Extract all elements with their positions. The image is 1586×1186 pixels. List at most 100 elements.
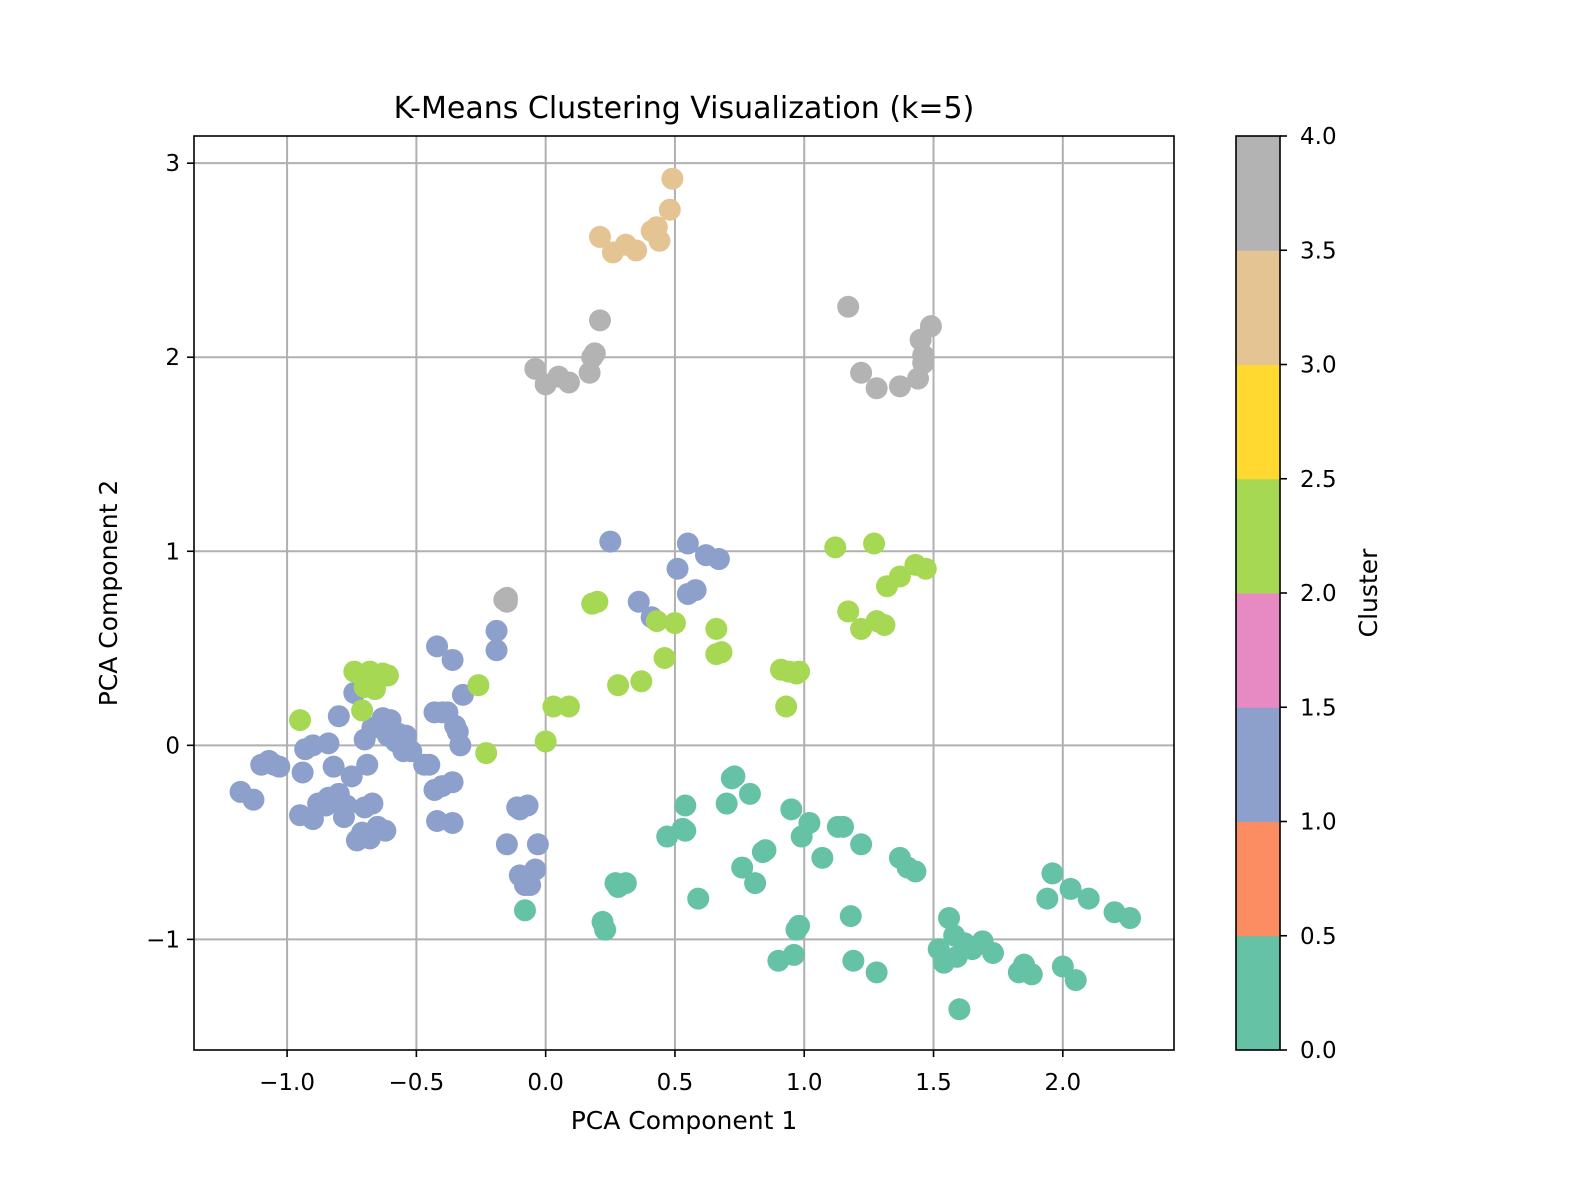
data-point [534,730,557,753]
data-point [242,788,265,811]
data-point [788,914,811,937]
data-point [710,641,733,664]
data-point [614,872,637,895]
data-point [780,798,803,821]
colorbar-tick-label: 0.0 [1300,1038,1337,1064]
data-point [557,695,580,718]
colorbar-tick-label: 1.0 [1300,810,1337,836]
data-point [684,579,707,602]
data-point [653,647,676,670]
data-point [687,887,710,910]
data-point [1064,969,1087,992]
data-point [557,371,580,394]
data-point [723,765,746,788]
data-point [663,612,686,635]
data-point [467,674,490,697]
colorbar-tick-label: 4.0 [1300,124,1337,150]
data-point [981,941,1004,964]
data-point [788,660,811,683]
x-axis-label: PCA Component 1 [571,1106,798,1135]
data-point [744,872,767,895]
x-tick-label: 1.5 [915,1070,952,1096]
data-point [599,530,622,553]
data-point [268,755,291,778]
data-point [343,660,366,683]
data-point [516,794,539,817]
data-point [441,771,464,794]
data-point [1119,907,1142,930]
chart-title: K-Means Clustering Visualization (k=5) [394,91,975,126]
data-point [888,375,911,398]
data-point [738,782,761,805]
plot-area-frame [193,135,1175,1051]
colorbar-label: Cluster [1354,548,1383,637]
data-point [731,856,754,879]
data-point [837,600,860,623]
data-point [782,943,805,966]
data-point [291,761,314,784]
data-point [607,674,630,697]
data-point [588,225,611,248]
data-point [832,815,855,838]
data-point [351,699,374,722]
grid [194,136,1174,1050]
cluster-2-points [289,532,937,765]
data-point [449,734,472,757]
colorbar-tick-label: 1.5 [1300,695,1337,721]
data-point [374,819,397,842]
data-point [888,565,911,588]
colorbar-segment [1236,707,1280,822]
data-point [914,557,937,580]
data-point [837,295,860,318]
colorbar-tick-label: 2.5 [1300,467,1337,493]
y-tick-label: 3 [165,151,180,177]
colorbar-segment [1236,593,1280,708]
data-point [1041,862,1064,885]
data-point [485,619,508,642]
data-point [322,755,345,778]
data-point [754,839,777,862]
data-point [475,742,498,765]
data-point [495,833,518,856]
x-tick-label: −0.5 [388,1070,444,1096]
data-point [583,342,606,365]
colorbar-segment [1236,364,1280,480]
data-point [658,198,681,221]
data-point [842,949,865,972]
data-point [811,846,834,869]
data-point [542,695,565,718]
data-point [586,590,609,613]
data-point [715,792,738,815]
cluster-0-points [513,765,1142,1021]
data-point [340,765,363,788]
data-point [863,532,886,555]
colorbar-segment [1236,250,1280,365]
data-point [441,648,464,671]
x-axis: −1.0 −0.5 0.0 0.5 1.0 1.5 2.0 [259,1050,1081,1096]
cluster-4-points [493,295,942,613]
data-point [524,357,547,380]
data-point [705,617,728,640]
data-point [707,548,730,571]
colorbar-segment [1236,821,1280,937]
data-point [661,167,684,190]
data-point [919,315,942,338]
y-tick-label: 0 [165,733,180,759]
data-point [865,961,888,984]
y-axis: −1 0 1 2 3 [146,151,194,953]
data-point [317,732,340,755]
data-point [824,536,847,559]
data-point [513,899,536,922]
colorbar: 0.0 0.5 1.0 1.5 2.0 2.5 3.0 3.5 4.0 [1235,124,1337,1064]
scatter-points [229,167,1142,1021]
data-point [526,833,549,856]
data-point [524,858,547,881]
data-point [850,833,873,856]
y-axis-label: PCA Component 2 [94,480,123,707]
colorbar-segment [1236,935,1280,1051]
data-point [495,590,518,613]
y-tick-label: 2 [165,345,180,371]
data-point [627,590,650,613]
data-point [625,239,648,262]
